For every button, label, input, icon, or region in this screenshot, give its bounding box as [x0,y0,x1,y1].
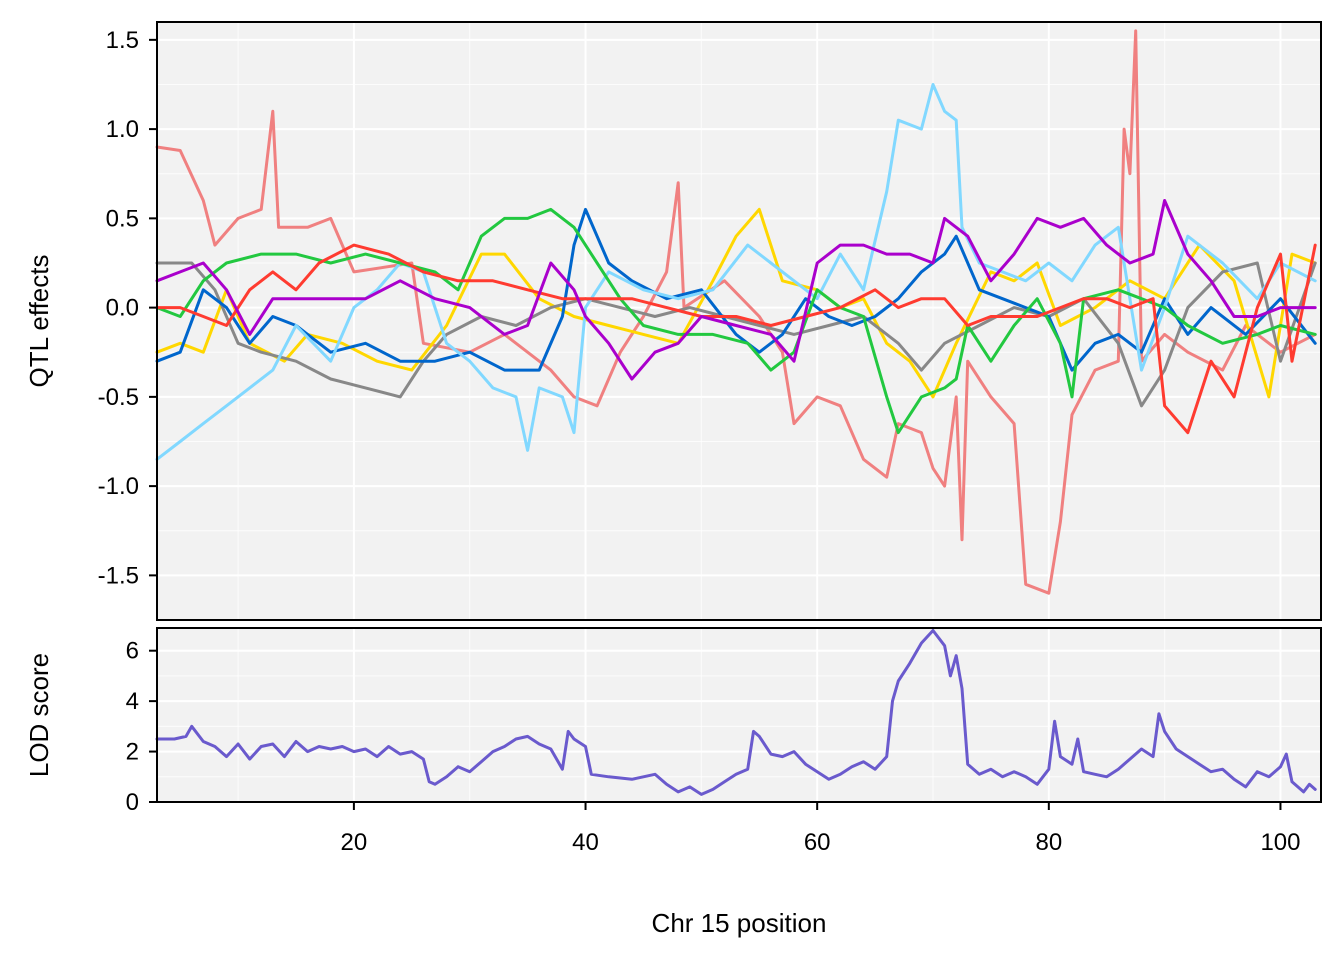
effects-series-group [155,29,1317,595]
lod-y-axis-label: LOD score [24,653,54,777]
effects-series-line-1 [155,29,1317,595]
x-tick-label: 40 [572,829,599,856]
effects-series-line-4 [155,207,1317,372]
lod-series-group [155,629,1317,796]
effects-y-tick-label: -1.5 [98,562,139,589]
x-tick-label: 20 [341,829,368,856]
lod-panel-frame [156,627,1322,803]
lod-y-tick-label: 4 [126,688,139,715]
effects-series-line-7 [155,243,1317,435]
x-tick-label: 100 [1260,829,1300,856]
effects-y-tick-label: -1.0 [98,473,139,500]
effects-y-tick-label: 1.0 [106,116,139,143]
effects-y-tick-label: 0.0 [106,295,139,322]
x-tick-label: 60 [804,829,831,856]
lod-panel: 0 2 4 6 [126,627,1322,816]
x-tick-label: 80 [1035,829,1062,856]
x-axis-ticks: 20 40 60 80 100 [341,802,1300,856]
lod-panel-background [157,628,1321,802]
effects-series-line-8 [155,199,1317,381]
effects-y-tick-label: 1.5 [106,27,139,54]
effects-y-ticks: -1.5 -1.0 -0.5 0.0 0.5 1.0 1.5 [98,27,157,589]
x-axis-label: Chr 15 position [652,908,827,938]
effects-gridlines [157,22,1321,620]
lod-y-tick-label: 0 [126,789,139,816]
lod-series-line-1 [155,629,1317,796]
effects-y-tick-label: 0.5 [106,205,139,232]
effects-panel-frame [156,21,1322,621]
effects-series-line-6 [155,207,1317,435]
effects-y-axis-label: QTL effects [24,255,54,388]
effects-panel: -1.5 -1.0 -0.5 0.0 0.5 1.0 1.5 [98,21,1322,621]
lod-y-ticks: 0 2 4 6 [126,638,157,816]
lod-y-tick-label: 2 [126,739,139,766]
effects-y-tick-label: -0.5 [98,384,139,411]
effects-series-line-3 [155,261,1317,408]
lod-y-tick-label: 6 [126,638,139,665]
